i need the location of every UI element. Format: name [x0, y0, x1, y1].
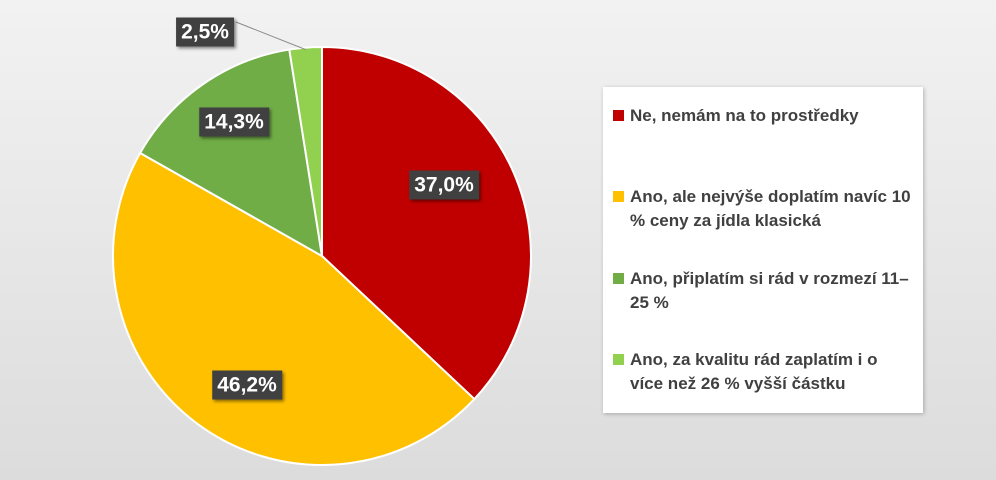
legend-item-3: Ano, připlatím si rád v rozmezí 11–25 % [613, 267, 913, 315]
pie-slice-1 [321, 46, 532, 401]
legend-label-1: Ne, nemám na to prostředky [630, 106, 859, 125]
data-label-slice-1: 37,0% [409, 170, 479, 200]
legend-swatch-4 [613, 354, 624, 365]
legend-label-2: Ano, ale nejvýše doplatím navíc 10 % cen… [630, 187, 911, 230]
legend-label-3: Ano, připlatím si rád v rozmezí 11–25 % [630, 269, 909, 312]
legend-label-4: Ano, za kvalitu rád zaplatím i o více ne… [630, 350, 878, 393]
data-label-slice-3: 14,3% [199, 107, 269, 137]
legend-item-1: Ne, nemám na to prostředky [613, 104, 913, 128]
legend-item-2: Ano, ale nejvýše doplatím navíc 10 % cen… [613, 185, 913, 233]
data-label-slice-4: 2,5% [176, 17, 234, 47]
legend-swatch-2 [613, 191, 624, 202]
data-label-slice-2: 46,2% [212, 370, 282, 400]
legend-item-4: Ano, za kvalitu rád zaplatím i o více ne… [613, 348, 913, 396]
pie-slice-3 [139, 48, 323, 257]
leader-line-slice-4 [235, 21, 306, 51]
legend: Ne, nemám na to prostředky Ano, ale nejv… [603, 87, 923, 413]
pie-slice-4 [288, 46, 323, 257]
pie-slice-2 [112, 152, 476, 466]
legend-swatch-3 [613, 273, 624, 284]
legend-swatch-1 [613, 110, 624, 121]
